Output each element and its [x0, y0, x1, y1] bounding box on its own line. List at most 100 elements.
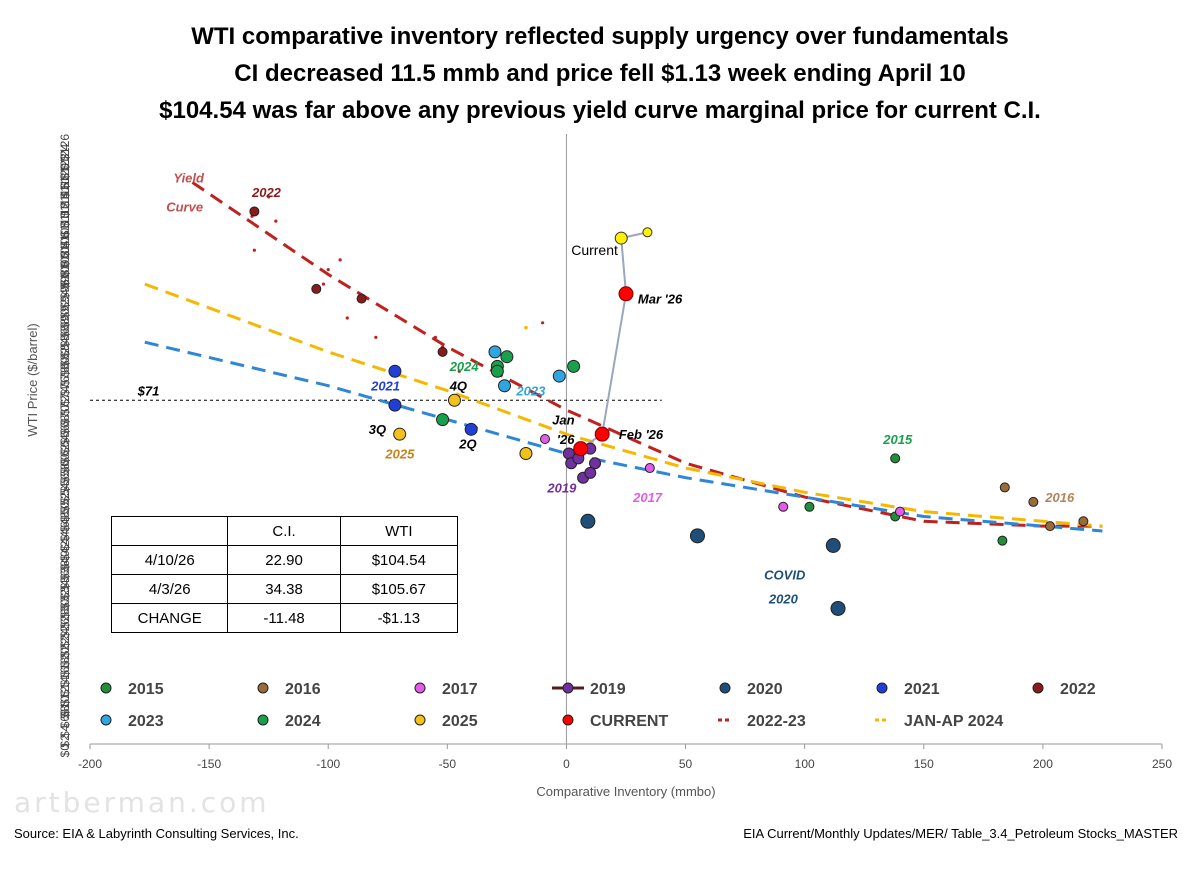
annotation-label: 3Q: [369, 422, 386, 437]
title-line-1: WTI comparative inventory reflected supp…: [191, 23, 1009, 50]
annotation-label: 2023: [515, 383, 546, 398]
y-tick-label: $126: [58, 134, 72, 161]
point-CURRENT: [594, 426, 610, 442]
y-tick-label: $36: [58, 569, 72, 589]
legend-marker: [876, 682, 888, 694]
annotation-label: 2022: [251, 185, 282, 200]
y-tick-label: $42: [58, 540, 72, 560]
annotation-label: '26: [557, 432, 575, 447]
legend-label: 2019: [590, 681, 626, 698]
y-tick-label: $106: [58, 231, 72, 258]
table-cell-date: CHANGE: [110, 603, 229, 633]
legend-label: 2020: [747, 681, 783, 698]
point-CURRENT: [618, 286, 634, 302]
point-2017: [540, 434, 551, 444]
chart-title: WTI comparative inventory reflected supp…: [159, 23, 1041, 124]
legend-label: 2022-23: [747, 713, 806, 730]
scatter-2022-23-point: [457, 369, 461, 373]
legend-label: 2024: [285, 713, 321, 730]
point-2016: [1045, 521, 1056, 532]
x-tick-label: 150: [914, 757, 934, 771]
y-tick-label: $90: [58, 308, 72, 328]
y-tick-label: $32: [58, 589, 72, 609]
annotation-label: 2016: [1044, 490, 1075, 505]
point-2020: [825, 538, 841, 554]
y-tick-label: $80: [58, 356, 72, 376]
title-line-2: CI decreased 11.5 mmb and price fell $1.…: [234, 60, 965, 87]
y-tick-label: $94: [58, 289, 72, 309]
table-header-row: C.I. WTI: [110, 516, 459, 546]
table-cell-wti: $104.54: [339, 545, 459, 575]
y-tick-label: $2: [58, 734, 72, 748]
point-2017: [778, 501, 789, 512]
y-tick-label: $38: [58, 560, 72, 580]
footer-source: Source: EIA & Labyrinth Consulting Servi…: [14, 826, 299, 841]
legend-label: 2025: [442, 713, 478, 730]
x-tick-label: 50: [679, 757, 693, 771]
legend-marker: [1032, 682, 1044, 694]
y-tick-label: $16: [58, 666, 72, 686]
annotation-label: Yield: [173, 170, 205, 185]
y-tick-label: $104: [58, 240, 72, 267]
point-2022: [437, 346, 448, 357]
annotation-label: 2015: [882, 432, 913, 447]
legend-label: CURRENT: [590, 713, 668, 730]
legend-marker: [562, 682, 574, 694]
trendline-2022-23: [191, 181, 1103, 528]
scatter-2022-23-point: [345, 316, 349, 320]
footer-file: EIA Current/Monthly Updates/MER/ Table_3…: [743, 826, 1178, 841]
point-2024: [500, 350, 514, 364]
point-2015: [804, 501, 815, 512]
y-tick-label: $100: [58, 260, 72, 287]
reference-71-label: $71: [137, 383, 160, 398]
legend-marker: [100, 682, 112, 694]
y-tick-label: $44: [58, 531, 72, 551]
point-2024: [436, 413, 450, 427]
annotation-label: Feb '26: [619, 427, 664, 442]
reference-line: $71: [90, 383, 662, 401]
scatter-2022-23: [250, 195, 545, 373]
scatter-2022-23-point: [433, 335, 438, 339]
point-2019: [584, 466, 597, 479]
point-2015: [997, 535, 1008, 546]
y-tick-label: $68: [58, 414, 72, 434]
y-tick-label: $6: [58, 715, 72, 729]
table-row: 4/10/26 22.90 $104.54: [110, 545, 459, 575]
y-tick-label: $64: [58, 434, 72, 454]
table-cell-ci: 22.90: [227, 545, 341, 575]
point-2017: [894, 506, 905, 517]
y-tick-label: $58: [58, 463, 72, 483]
table-cell-wti: -$1.13: [339, 603, 459, 633]
point-2023: [488, 345, 502, 359]
trendline-2015-2019: [144, 340, 1103, 533]
table-cell-date: 4/3/26: [110, 574, 229, 604]
y-tick-label: $112: [58, 201, 72, 227]
scatter-2022-23-point: [338, 258, 342, 262]
y-tick-label: $28: [58, 608, 72, 628]
legend-label: 2022: [1060, 681, 1096, 698]
y-tick-label: $70: [58, 405, 72, 425]
y-tick-label: $120: [58, 163, 72, 190]
annotation-label: 2Q: [458, 437, 476, 452]
y-tick-label: $78: [58, 366, 72, 386]
current-path: [580, 227, 653, 450]
point-2023: [498, 379, 512, 393]
legend-label: 2017: [442, 681, 478, 698]
annotation-label: Mar '26: [638, 291, 683, 306]
point-2016: [1028, 496, 1039, 507]
point-2020: [689, 528, 705, 544]
x-tick-label: -100: [316, 757, 340, 771]
annotation-label: Current: [571, 242, 618, 258]
point-2017: [644, 463, 655, 474]
annotation-label: Jan: [552, 412, 574, 427]
legend-marker: [414, 714, 426, 726]
y-tick-label: $96: [58, 279, 72, 299]
y-tick-label: $48: [58, 511, 72, 531]
y-tick-label: $118: [58, 172, 72, 198]
annotation-label: Curve: [166, 199, 203, 214]
y-tick-label: $62: [58, 444, 72, 464]
scatter-2022-23-point: [274, 219, 278, 223]
y-tick-label: $30: [58, 598, 72, 618]
table-header-cell: WTI: [339, 516, 459, 546]
title-line-3: $104.54 was far above any previous yield…: [159, 97, 1041, 124]
